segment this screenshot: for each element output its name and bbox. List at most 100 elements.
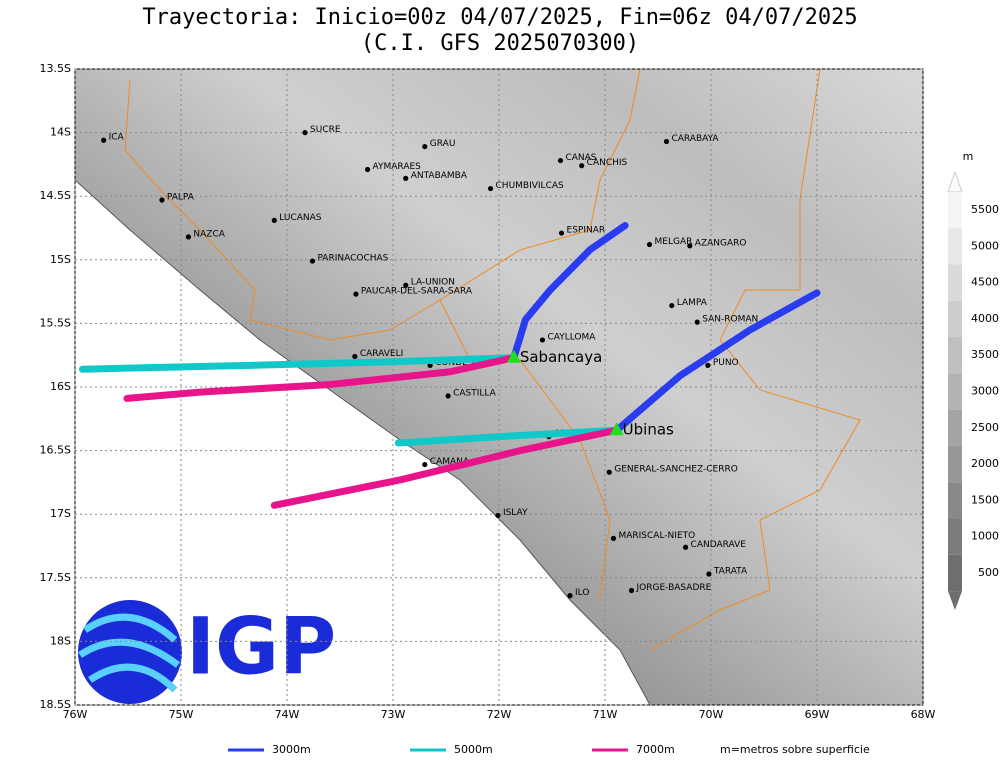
place-label: SUCRE [310, 125, 341, 135]
place-marker [567, 593, 573, 599]
place-label: PARINACOCHAS [317, 254, 388, 264]
colorbar-label: 5000 [971, 239, 999, 252]
title: Trayectoria: Inicio=00z 04/07/2025, Fin=… [142, 5, 857, 30]
place-marker [694, 319, 700, 325]
trajectory [510, 221, 629, 362]
place-marker [101, 137, 107, 143]
x-tick-label: 68W [911, 708, 936, 721]
y-tick-label: 18.5S [40, 698, 71, 711]
place-marker [628, 587, 635, 594]
x-tick-label: 75W [169, 708, 194, 721]
place-marker [159, 197, 165, 203]
place-label: ESPINAR [567, 226, 606, 236]
ocean [75, 180, 650, 705]
place-label: CARAVELI [360, 349, 403, 359]
place-marker [669, 302, 675, 309]
place-label: LAMPA [677, 298, 708, 308]
place-marker [185, 234, 192, 240]
place-marker [487, 185, 494, 192]
colorbar-cell [948, 264, 962, 301]
place-marker [663, 138, 670, 145]
colorbar-cell [948, 518, 962, 555]
place-marker [705, 362, 711, 368]
y-tick-label: 17.5S [40, 571, 71, 584]
place-marker [302, 130, 308, 136]
y-tick-label: 17S [50, 507, 71, 520]
y-tick-label: 13.5S [40, 62, 71, 75]
place-marker [403, 175, 409, 181]
place-marker [646, 241, 653, 248]
trajectory [123, 354, 518, 402]
colorbar-cell [948, 445, 962, 483]
colorbar-top [947, 170, 963, 193]
place-label: CANAS [565, 153, 596, 163]
place-marker [579, 163, 585, 169]
y-tick-label: 14S [50, 126, 71, 139]
y-tick-label: 15S [50, 253, 71, 266]
x-tick-label: 74W [275, 708, 300, 721]
colorbar-cell [948, 337, 962, 374]
place-label: CHUMBIVILCAS [496, 181, 564, 191]
colorbar-label: 2000 [971, 457, 999, 470]
x-tick-label: 72W [487, 708, 512, 721]
place-label: AZANGARO [695, 238, 747, 248]
logo: IGP [78, 600, 336, 704]
colorbar-cell [948, 373, 962, 410]
place-marker [558, 230, 565, 236]
colorbar-label: 3000 [971, 385, 999, 398]
place-label: LUCANAS [279, 213, 321, 223]
place-label: ISLAY [503, 508, 528, 518]
colorbar-cell [948, 300, 962, 338]
place-label: ILO [575, 588, 589, 598]
place-label: CANDARAVE [691, 540, 747, 550]
place-label: CAYLLOMA [547, 332, 596, 342]
x-tick-label: 76W [63, 708, 88, 721]
y-tick-label: 18S [50, 634, 71, 647]
colorbar-cell [948, 228, 962, 265]
x-tick-label: 70W [699, 708, 724, 721]
place-label: CARABAYA [671, 134, 719, 144]
place-label: GRAU [430, 139, 456, 149]
x-tick-label: 69W [805, 708, 830, 721]
place-marker [687, 243, 693, 249]
trajectory [78, 354, 518, 373]
colorbar-label: 500 [978, 566, 999, 579]
legend-note: m=metros sobre superficie [720, 743, 870, 756]
colorbar-label: 4000 [971, 312, 999, 325]
place-label: CASTILLA [453, 388, 497, 398]
legend-label: 3000m [272, 743, 311, 756]
place-label: JORGE-BASADRE [636, 583, 712, 593]
place-marker [309, 258, 316, 264]
colorbar-label: 3500 [971, 348, 999, 361]
volcano-marker [506, 349, 521, 363]
colorbar-cell [948, 554, 962, 592]
place-marker [403, 282, 409, 288]
place-marker [364, 166, 371, 173]
colorbar-label: 1500 [971, 493, 999, 506]
place-marker [706, 571, 712, 577]
colorbar-unit: m [963, 150, 974, 163]
place-label: AYMARAES [373, 162, 422, 172]
place-label: CAMANA [430, 457, 470, 467]
x-tick-label: 73W [381, 708, 406, 721]
y-tick-label: 16S [50, 380, 71, 393]
legend-label: 5000m [454, 743, 493, 756]
colorbar-cell [948, 191, 962, 229]
colorbar-label: 5500 [971, 203, 999, 216]
place-marker [422, 461, 428, 468]
place-marker [610, 535, 617, 541]
place-label: PALPA [167, 193, 195, 203]
place-marker [422, 143, 428, 150]
y-tick-label: 16.5S [40, 444, 71, 457]
place-marker [557, 157, 564, 164]
y-tick-label: 15.5S [40, 316, 71, 329]
trajectory [394, 426, 621, 447]
subtitle: (C.I. GFS 2025070300) [361, 31, 639, 56]
place-marker [606, 469, 612, 475]
place-label: ICA [109, 133, 125, 143]
legend-label: 7000m [636, 743, 675, 756]
place-marker [682, 544, 689, 550]
colorbar-cell [948, 482, 962, 519]
place-label: TARATA [713, 566, 748, 576]
colorbar-bottom [948, 591, 962, 610]
